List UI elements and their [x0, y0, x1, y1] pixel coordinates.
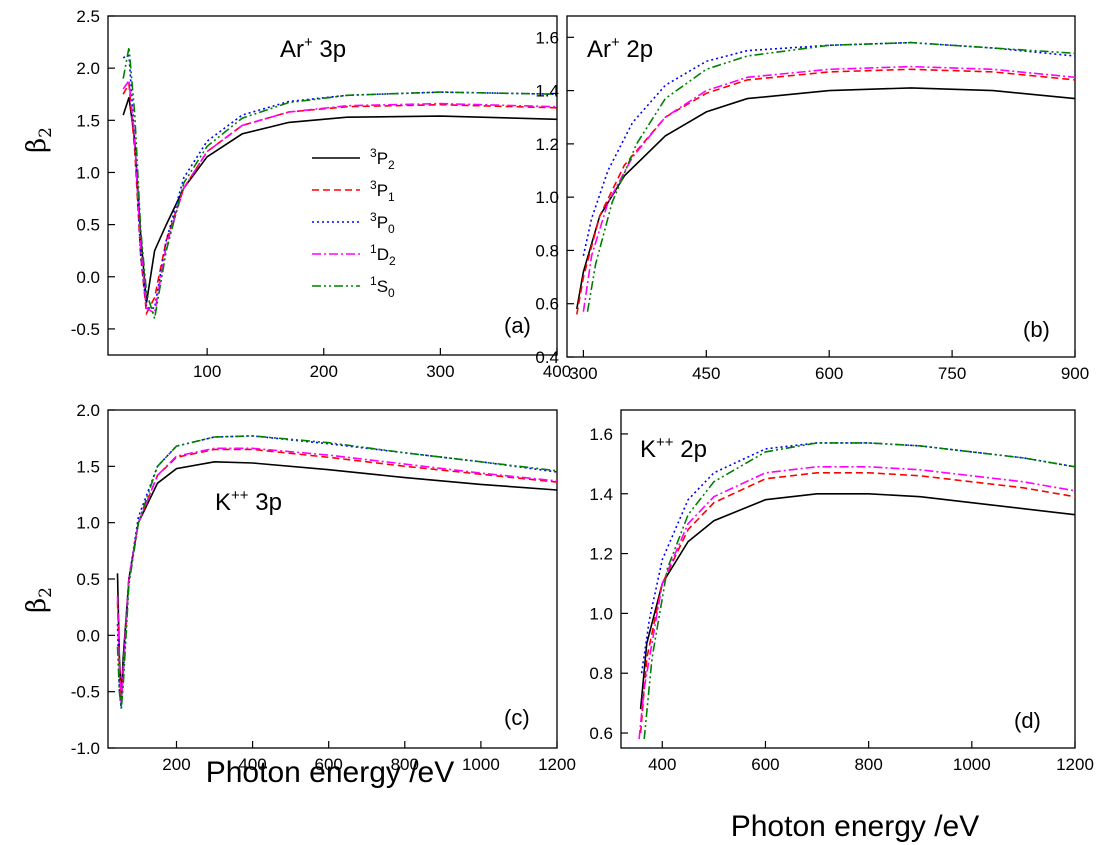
x-tick-label: 750 — [938, 364, 966, 383]
y-tick-label: -1.0 — [71, 739, 100, 758]
series-line-3P1 — [116, 448, 557, 703]
x-tick-label: 400 — [648, 755, 676, 774]
y-tick-label: -0.5 — [71, 683, 100, 702]
y-tick-label: 1.4 — [535, 82, 559, 101]
x-tick-label: 800 — [854, 755, 882, 774]
series-line-3P1 — [576, 68, 1075, 315]
series-line-1S0 — [116, 435, 557, 709]
ion-annotation: K++ 2p — [640, 434, 707, 463]
x-tick-label: 600 — [751, 755, 779, 774]
x-tick-label: 600 — [315, 755, 343, 774]
x-tick-label: 1000 — [953, 755, 991, 774]
y-tick-label: 0.6 — [589, 724, 613, 743]
x-tick-label: 300 — [426, 362, 454, 381]
series-line-3P1 — [122, 81, 557, 317]
y-tick-label: 0.8 — [535, 241, 559, 260]
series-line-1S0 — [122, 47, 557, 319]
y-tick-label: 0.5 — [76, 216, 100, 235]
panel-tag: (a) — [504, 313, 531, 338]
y-tick-label: 1.2 — [589, 545, 613, 564]
y-tick-label: 2.0 — [76, 401, 100, 420]
y-tick-label: 1.5 — [76, 111, 100, 130]
series-line-1D2 — [582, 65, 1075, 312]
series-line-1D2 — [116, 447, 557, 703]
y-tick-label: 0.4 — [535, 348, 559, 367]
y-tick-label: 0.0 — [76, 626, 100, 645]
series-line-3P2 — [639, 493, 1075, 710]
y-tick-label: 0.8 — [589, 664, 613, 683]
ion-annotation: Ar+ 2p — [587, 34, 653, 63]
y-tick-label: 1.6 — [535, 28, 559, 47]
series-line-1D2 — [122, 78, 557, 315]
legend: 3P2 3P1 3P0 1D2 1S0 — [312, 146, 396, 300]
plot-frame — [620, 409, 1076, 749]
legend-label: 1D2 — [370, 242, 396, 268]
series-line-3P0 — [640, 442, 1075, 674]
x-axis-label-right: Photon energy /eV — [731, 810, 980, 843]
x-tick-label: 1200 — [538, 755, 576, 774]
legend-label: 3P0 — [370, 210, 395, 236]
x-tick-label: 300 — [569, 364, 597, 383]
series-line-3P0 — [582, 41, 1075, 256]
panel-tag: (c) — [504, 705, 530, 730]
y-tick-label: 1.2 — [535, 135, 559, 154]
y-axis-label-bottom: β2 — [22, 587, 56, 613]
y-tick-label: 1.0 — [76, 514, 100, 533]
ion-annotation: Ar+ 3p — [280, 34, 346, 63]
plot-frame — [107, 409, 558, 749]
x-tick-label: 400 — [543, 362, 571, 381]
series-line-3P0 — [116, 435, 557, 709]
y-tick-label: 0.0 — [76, 268, 100, 287]
y-tick-label: 0.5 — [76, 570, 100, 589]
y-tick-label: 1.4 — [589, 485, 613, 504]
x-tick-label: 800 — [391, 755, 419, 774]
panel-b: 300 450 600 750 900 0.4 0.6 0.8 1.0 1.2 1.4 1.6 Ar+ … — [535, 15, 1089, 383]
series-line-1D2 — [638, 466, 1075, 740]
y-tick-label: 2.5 — [76, 7, 100, 26]
x-tick-label: 200 — [310, 362, 338, 381]
series-line-1S0 — [586, 41, 1075, 312]
y-tick-label: 1.0 — [535, 188, 559, 207]
legend-label: 1S0 — [370, 274, 395, 300]
x-tick-label: 450 — [692, 364, 720, 383]
x-tick-label: 1200 — [1056, 755, 1094, 774]
x-tick-label: 600 — [815, 364, 843, 383]
y-tick-label: 1.0 — [589, 604, 613, 623]
x-tick-label: 200 — [162, 755, 190, 774]
panel-tag: (b) — [1023, 317, 1050, 342]
x-tick-label: 100 — [193, 362, 221, 381]
x-tick-label: 400 — [238, 755, 266, 774]
x-axis-label-left: Photon energy /eV — [206, 756, 455, 789]
series-line-3P2 — [116, 460, 557, 698]
panel-c: 200 400 600 800 1000 1200 -1.0 -0.5 0.0 0.5 1.0 1.5… — [71, 401, 576, 774]
y-tick-label: 1.0 — [76, 163, 100, 182]
panel-d: 400 600 800 1000 1200 0.6 0.8 1.0 1.2 1.4 1.6 K++ 2… — [589, 409, 1094, 774]
y-tick-label: 1.6 — [589, 425, 613, 444]
panel-a: 100 200 300 400 -0.5 0.0 0.5 1.0 1.5 2.0 2.5 Ar+ 3p… — [71, 7, 571, 381]
legend-label: 3P1 — [370, 178, 395, 204]
y-tick-label: 1.5 — [76, 457, 100, 476]
series-line-3P2 — [122, 97, 557, 303]
series-line-3P1 — [639, 472, 1075, 734]
x-tick-label: 900 — [1061, 364, 1089, 383]
y-tick-label: 2.0 — [76, 59, 100, 78]
panel-tag: (d) — [1014, 708, 1041, 733]
series-line-1S0 — [643, 442, 1075, 740]
legend-label: 3P2 — [370, 146, 395, 172]
y-tick-label: 0.6 — [535, 295, 559, 314]
plot-frame — [107, 15, 558, 356]
y-axis-label-top: β2 — [22, 127, 56, 153]
ion-annotation: K++ 3p — [215, 487, 282, 516]
x-tick-label: 1000 — [462, 755, 500, 774]
y-tick-label: -0.5 — [71, 320, 100, 339]
plot-frame — [566, 15, 1076, 358]
